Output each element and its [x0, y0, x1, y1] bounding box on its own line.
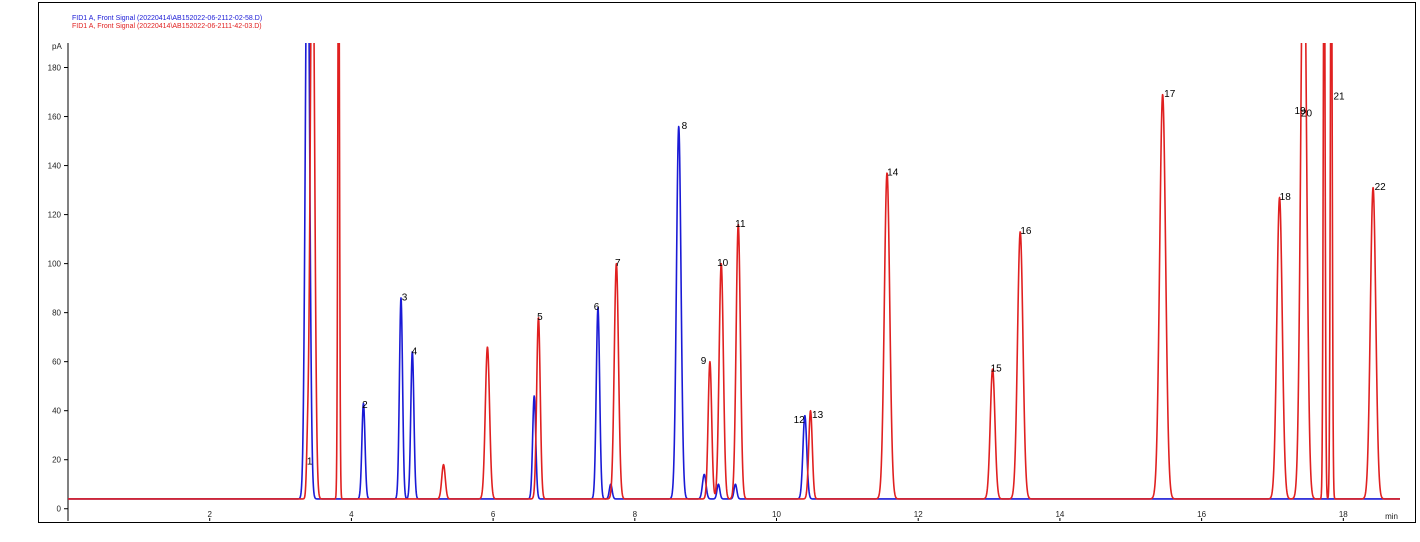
y-tick-label: 140	[48, 162, 62, 171]
series-line-blue	[68, 43, 1400, 500]
peak-label-1: 1	[307, 457, 313, 468]
y-tick-label: 180	[48, 64, 62, 73]
y-tick-label: 160	[48, 113, 62, 122]
legend: FID1 A, Front Signal (20220414\AB152022-…	[72, 15, 262, 31]
x-tick-label: 10	[772, 510, 781, 519]
peak-label-16: 16	[1020, 226, 1032, 237]
legend-entry-red: FID1 A, Front Signal (20220414\AB152022-…	[72, 23, 262, 30]
series-line-red	[68, 43, 1400, 500]
y-axis-label: pA	[52, 42, 62, 51]
x-tick-label: 14	[1055, 510, 1064, 519]
peak-label-11: 11	[735, 219, 746, 230]
y-tick-label: 60	[52, 358, 61, 367]
peak-label-7: 7	[615, 258, 621, 269]
peak-label-22: 22	[1375, 182, 1387, 193]
peak-label-21: 21	[1334, 91, 1346, 102]
y-tick-label: 100	[48, 260, 62, 269]
x-tick-label: 8	[633, 510, 638, 519]
peak-label-8: 8	[682, 121, 688, 132]
peak-label-12: 12	[794, 415, 806, 426]
peak-label-17: 17	[1164, 89, 1176, 100]
peak-label-4: 4	[412, 346, 418, 357]
y-tick-label: 20	[52, 456, 61, 465]
peak-label-15: 15	[991, 363, 1003, 374]
peak-label-18: 18	[1280, 192, 1292, 203]
peak-label-9: 9	[701, 356, 707, 367]
y-tick-label: 0	[57, 505, 62, 514]
peak-label-2: 2	[362, 400, 368, 411]
peak-label-6: 6	[594, 302, 600, 313]
peak-label-13: 13	[812, 410, 824, 421]
legend-entry-blue: FID1 A, Front Signal (20220414\AB152022-…	[72, 15, 263, 22]
peak-label-3: 3	[402, 292, 408, 303]
x-tick-label: 18	[1339, 510, 1348, 519]
y-tick-label: 80	[52, 309, 61, 318]
peak-label-14: 14	[887, 167, 899, 178]
x-axis-label: min	[1385, 512, 1398, 521]
x-tick-label: 16	[1197, 510, 1206, 519]
x-tick-label: 12	[914, 510, 923, 519]
peak-label-20: 20	[1301, 109, 1313, 120]
plot-frame	[38, 2, 1416, 523]
peak-label-19: 19	[1295, 106, 1307, 117]
y-tick-label: 120	[48, 211, 62, 220]
x-tick-label: 6	[491, 510, 496, 519]
x-tick-label: 4	[349, 510, 354, 519]
peak-label-10: 10	[717, 258, 729, 269]
y-tick-label: 40	[52, 407, 61, 416]
x-tick-label: 2	[207, 510, 212, 519]
axes: pA min	[52, 42, 1398, 521]
peak-label-5: 5	[537, 312, 543, 323]
